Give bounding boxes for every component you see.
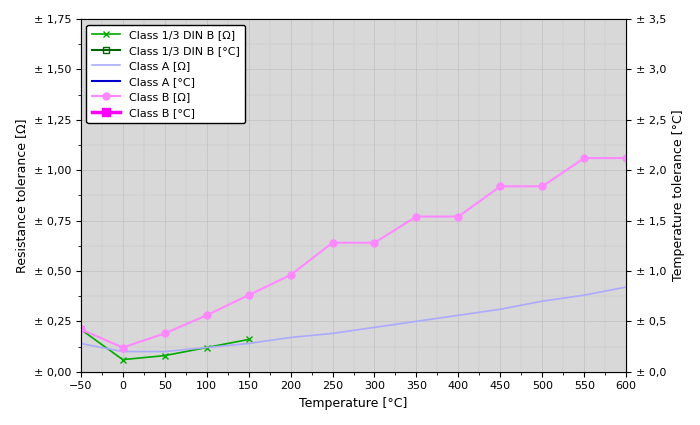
Class B [°C] — [286, 228, 295, 233]
Class A [Ω] — [160, 349, 169, 354]
Class B [°C] — [244, 258, 253, 264]
Class B [Ω] — [328, 240, 337, 245]
Class 1/3 DIN B [°C] — [160, 349, 169, 354]
Class B [°C] — [454, 128, 463, 133]
X-axis label: Temperature [°C]: Temperature [°C] — [300, 397, 407, 410]
Class A [°C] — [160, 319, 169, 324]
Class A [Ω] — [412, 319, 421, 324]
Class B [Ω] — [76, 327, 85, 332]
Class B [Ω] — [160, 331, 169, 336]
Class B [°C] — [76, 314, 85, 319]
Class A [Ω] — [538, 299, 547, 304]
Class A [°C] — [328, 238, 337, 243]
Class A [Ω] — [580, 292, 589, 298]
Class A [°C] — [118, 339, 127, 344]
Class A [°C] — [76, 329, 85, 334]
Class B [°C] — [118, 339, 127, 344]
Line: Class B [°C]: Class B [°C] — [76, 0, 631, 346]
Class B [Ω] — [202, 313, 211, 318]
Class B [Ω] — [496, 184, 505, 189]
Class A [°C] — [496, 158, 505, 163]
Class B [Ω] — [286, 272, 295, 278]
Class A [°C] — [286, 258, 295, 264]
Class A [Ω] — [370, 325, 379, 330]
Class 1/3 DIN B [Ω] — [244, 337, 253, 342]
Class A [°C] — [202, 299, 211, 304]
Class A [Ω] — [328, 331, 337, 336]
Line: Class 1/3 DIN B [°C]: Class 1/3 DIN B [°C] — [77, 313, 252, 362]
Class B [Ω] — [454, 214, 463, 219]
Class 1/3 DIN B [°C] — [118, 356, 127, 361]
Class B [°C] — [328, 188, 337, 193]
Class B [Ω] — [538, 184, 547, 189]
Legend: Class 1/3 DIN B [Ω], Class 1/3 DIN B [°C], Class A [Ω], Class A [°C], Class B [Ω: Class 1/3 DIN B [Ω], Class 1/3 DIN B [°C… — [86, 25, 245, 123]
Class A [°C] — [622, 97, 631, 102]
Class B [Ω] — [580, 156, 589, 161]
Class A [Ω] — [202, 345, 211, 350]
Class 1/3 DIN B [Ω] — [76, 327, 85, 332]
Class B [°C] — [412, 107, 421, 112]
Class B [°C] — [370, 147, 379, 153]
Class 1/3 DIN B [°C] — [244, 314, 253, 319]
Class A [Ω] — [286, 335, 295, 340]
Class B [°C] — [202, 278, 211, 283]
Class B [Ω] — [370, 240, 379, 245]
Class A [Ω] — [76, 341, 85, 346]
Class A [Ω] — [244, 341, 253, 346]
Class A [°C] — [244, 278, 253, 283]
Class B [Ω] — [244, 292, 253, 298]
Y-axis label: Resistance tolerance [Ω]: Resistance tolerance [Ω] — [15, 118, 28, 272]
Class A [Ω] — [496, 307, 505, 312]
Line: Class 1/3 DIN B [Ω]: Class 1/3 DIN B [Ω] — [77, 326, 252, 363]
Y-axis label: Temperature tolerance [°C]: Temperature tolerance [°C] — [672, 110, 685, 281]
Class B [Ω] — [412, 214, 421, 219]
Class A [°C] — [370, 218, 379, 223]
Class A [°C] — [454, 178, 463, 183]
Class A [Ω] — [454, 313, 463, 318]
Class A [Ω] — [622, 284, 631, 289]
Class A [°C] — [412, 198, 421, 203]
Class A [°C] — [580, 117, 589, 122]
Class B [Ω] — [118, 345, 127, 350]
Class 1/3 DIN B [°C] — [202, 334, 211, 339]
Class B [°C] — [160, 309, 169, 314]
Line: Class A [°C]: Class A [°C] — [80, 99, 626, 342]
Class A [Ω] — [118, 349, 127, 354]
Class B [Ω] — [622, 156, 631, 161]
Line: Class A [Ω]: Class A [Ω] — [80, 287, 626, 351]
Class 1/3 DIN B [Ω] — [118, 357, 127, 362]
Class 1/3 DIN B [Ω] — [160, 353, 169, 358]
Line: Class B [Ω]: Class B [Ω] — [77, 155, 630, 351]
Class B [°C] — [496, 67, 505, 72]
Class 1/3 DIN B [°C] — [76, 327, 85, 332]
Class A [°C] — [538, 137, 547, 142]
Class 1/3 DIN B [Ω] — [202, 345, 211, 350]
